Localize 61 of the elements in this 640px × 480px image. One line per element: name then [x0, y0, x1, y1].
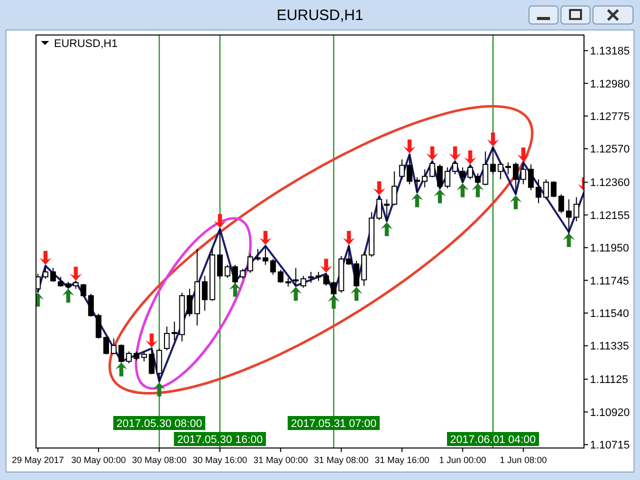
candlestick — [392, 170, 398, 206]
candlestick — [148, 348, 155, 375]
x-tick-label: 29 May 2017 — [12, 455, 64, 465]
y-tick-label: 1.12980 — [590, 78, 630, 90]
candlestick — [164, 326, 170, 351]
candlestick — [156, 348, 162, 382]
x-tick-label: 30 May 08:00 — [132, 455, 187, 465]
y-tick-label: 1.10715 — [590, 440, 630, 452]
x-tick-label: 1 Jun 08:00 — [500, 455, 547, 465]
candlestick — [474, 172, 481, 185]
x-tick-label: 30 May 16:00 — [192, 455, 248, 465]
y-tick-label: 1.11745 — [590, 275, 629, 288]
candlestick — [110, 338, 117, 355]
candlestick — [330, 281, 337, 298]
candlestick — [278, 269, 284, 284]
candlestick — [323, 273, 329, 286]
candlestick — [505, 162, 512, 175]
candlestick — [247, 253, 254, 274]
candlestick — [414, 176, 420, 193]
chart-subtitle: EURUSD,H1 — [54, 38, 118, 50]
x-tick-label: 31 May 08:00 — [314, 455, 369, 465]
candlestick — [292, 267, 299, 288]
candlestick — [255, 248, 261, 262]
y-tick-label: 1.11540 — [590, 308, 629, 320]
y-tick-label: 1.13185 — [590, 46, 630, 58]
candlestick — [512, 162, 519, 195]
candlestick — [202, 275, 208, 312]
x-tick-label: 31 May 16:00 — [374, 455, 430, 465]
candlestick — [437, 164, 443, 189]
candlestick — [300, 275, 306, 288]
y-tick-label: 1.12360 — [590, 177, 630, 190]
candlestick — [460, 166, 466, 183]
ref-line-label: 2017.06.01 04:00 — [450, 434, 536, 446]
x-tick-label: 1 Jun 00:00 — [439, 455, 486, 465]
y-tick-label: 1.11335 — [590, 340, 629, 353]
x-tick-label: 31 May 00:00 — [253, 455, 308, 465]
ref-line-label: 2017.05.30 16:00 — [177, 434, 263, 446]
ref-line-label: 2017.05.31 07:00 — [290, 418, 377, 430]
candlestick — [376, 196, 382, 221]
y-tick-label: 1.11125 — [590, 374, 628, 386]
candlestick — [574, 196, 580, 222]
candlestick — [566, 198, 572, 235]
candlestick — [118, 344, 124, 363]
y-tick-label: 1.12775 — [590, 111, 630, 124]
candlestick — [558, 194, 564, 214]
candlestick — [520, 162, 526, 185]
candlestick — [467, 164, 474, 180]
candlestick — [482, 150, 488, 186]
y-tick-label: 1.12155 — [590, 210, 630, 222]
y-tick-label: 1.11950 — [590, 242, 629, 255]
chart-title: EURUSD,H1 — [276, 7, 364, 24]
ref-line-label: 2017.05.30 08:00 — [116, 418, 202, 430]
candlestick — [429, 160, 436, 178]
x-tick-label: 30 May 00:00 — [71, 455, 126, 465]
y-tick-label: 1.10920 — [590, 406, 630, 419]
candlestick — [103, 336, 110, 355]
y-tick-label: 1.12570 — [590, 144, 630, 156]
candlestick — [422, 168, 428, 188]
candlestick — [240, 268, 246, 280]
candlestick — [384, 198, 390, 222]
candlestick — [346, 245, 352, 266]
